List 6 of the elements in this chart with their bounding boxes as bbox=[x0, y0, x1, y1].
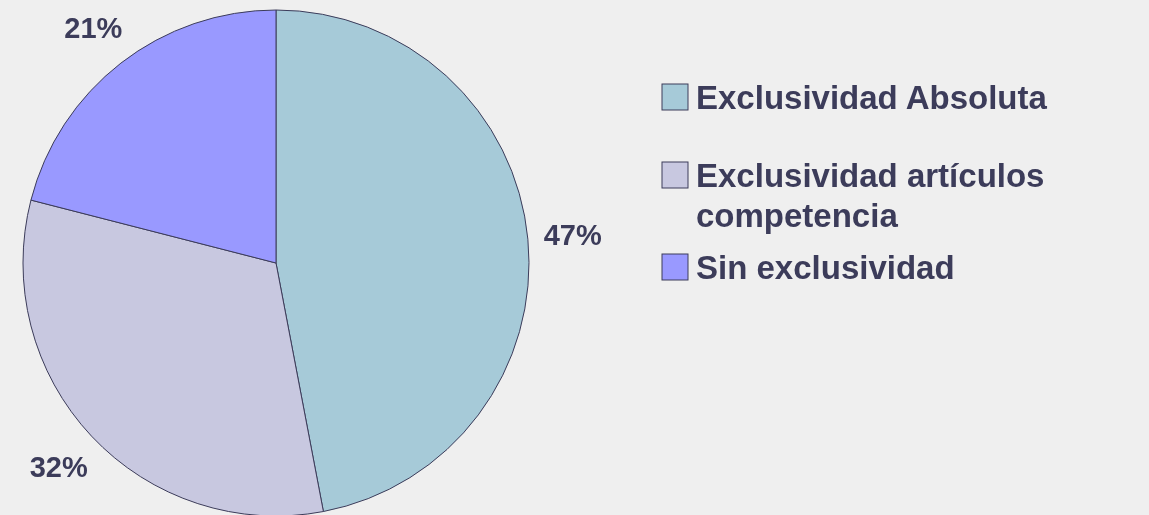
legend-label: Exclusividad artículos competencia bbox=[696, 157, 1045, 234]
data-label: 21% bbox=[64, 11, 123, 44]
data-label: 47% bbox=[543, 218, 602, 251]
data-label: 32% bbox=[29, 451, 88, 483]
legend-label: Sin exclusividad bbox=[696, 249, 955, 286]
legend-label: Exclusividad Absoluta bbox=[696, 79, 1048, 116]
